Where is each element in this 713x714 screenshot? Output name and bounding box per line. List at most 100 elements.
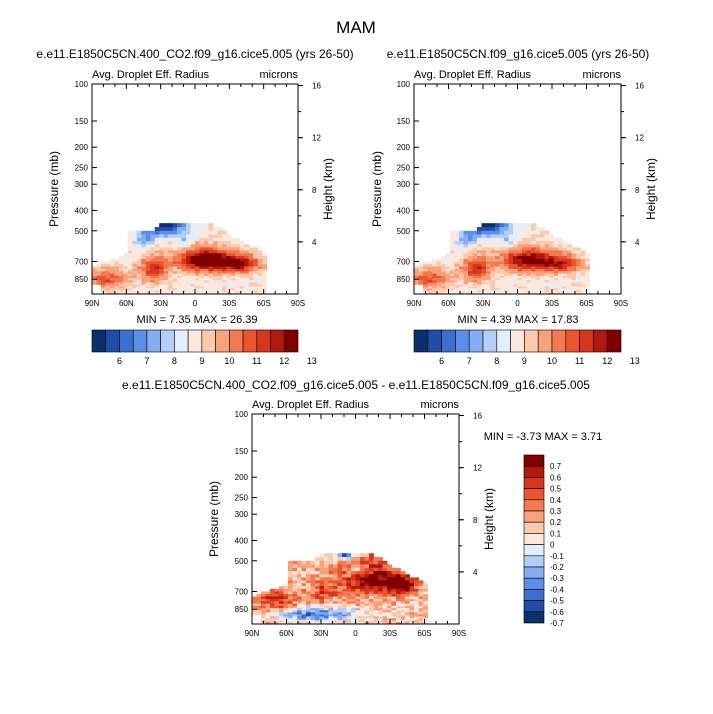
heatmap-cell	[490, 284, 496, 287]
heatmap-cell	[163, 223, 169, 228]
heatmap-cell	[558, 290, 563, 293]
heatmap-cell	[244, 244, 250, 248]
heatmap-cell	[585, 261, 590, 265]
heatmap-cell	[283, 601, 289, 605]
heatmap-cell	[328, 588, 334, 592]
heatmap-cell	[531, 234, 536, 239]
heatmap-cell	[342, 596, 347, 600]
heatmap-cell	[114, 273, 120, 277]
heatmap-cell	[262, 278, 268, 281]
heatmap-cell	[319, 567, 325, 572]
heatmap-cell	[181, 282, 187, 285]
heatmap-cell	[123, 286, 129, 289]
heatmap-cell	[513, 290, 518, 293]
heatmap-cell	[360, 610, 365, 613]
heatmap-cell	[360, 594, 365, 597]
heatmap-cell	[306, 608, 311, 611]
heatmap-cell	[118, 292, 124, 295]
heatmap-cell	[203, 280, 209, 283]
heatmap-cell	[186, 227, 191, 232]
heatmap-cell	[235, 266, 241, 270]
heatmap-cell	[306, 594, 311, 597]
heatmap-cell	[535, 237, 541, 242]
heatmap-cell	[297, 591, 302, 595]
heatmap-cell	[181, 223, 187, 228]
y-tick-label: 200	[397, 143, 411, 152]
heatmap-cell	[248, 261, 254, 265]
heatmap-cell	[364, 612, 370, 615]
heatmap-cell	[221, 268, 227, 272]
heatmap-cell	[400, 622, 406, 625]
heatmap-cell	[190, 286, 196, 289]
heatmap-cell	[558, 256, 563, 260]
heatmap-cell	[553, 256, 559, 260]
heatmap-cell	[274, 618, 280, 621]
heatmap-cell	[576, 292, 581, 295]
heatmap-cell	[248, 284, 254, 287]
heatmap-cell	[333, 620, 338, 623]
heatmap-cell	[181, 234, 187, 239]
heatmap-cell	[364, 588, 370, 592]
heatmap-cell	[472, 261, 478, 265]
heatmap-cell	[351, 622, 356, 625]
heatmap-cell	[270, 612, 275, 615]
heatmap-cell	[387, 622, 392, 625]
heatmap-cell	[504, 284, 509, 287]
heatmap-cell	[459, 280, 464, 283]
heatmap-cell	[190, 230, 196, 235]
heatmap-cell	[414, 596, 419, 600]
heatmap-cell	[522, 264, 527, 267]
heatmap-cell	[508, 258, 514, 262]
heatmap-cell	[531, 247, 536, 251]
heatmap-cell	[127, 250, 133, 254]
heatmap-cell	[535, 278, 541, 281]
heatmap-cell	[212, 244, 218, 248]
heatmap-cell	[580, 290, 586, 293]
heatmap-cell	[217, 282, 223, 285]
heatmap-cell	[127, 266, 133, 270]
heatmap-cell	[172, 234, 178, 239]
heatmap-cell	[499, 268, 505, 272]
heatmap-cell	[513, 253, 518, 257]
heatmap-cell	[436, 286, 442, 289]
heatmap-cell	[105, 280, 111, 283]
heatmap-cell	[396, 577, 401, 581]
heatmap-cell	[369, 610, 374, 613]
heatmap-cell	[463, 253, 469, 257]
heatmap-cell	[405, 588, 410, 592]
heatmap-cell	[562, 258, 568, 262]
heatmap-cell	[239, 273, 245, 277]
heatmap-cell	[468, 258, 473, 262]
heatmap-cell	[288, 605, 293, 609]
heatmap-cell	[172, 227, 178, 232]
heatmap-cell	[145, 284, 151, 287]
heatmap-cell	[490, 237, 496, 242]
heatmap-cell	[486, 290, 491, 293]
heatmap-cell	[118, 261, 124, 265]
heatmap-cell	[342, 603, 347, 607]
heatmap-cell	[132, 258, 138, 262]
heatmap-cell	[504, 275, 509, 279]
heatmap-cell	[495, 244, 500, 248]
heatmap-cell	[96, 275, 102, 279]
heatmap-cell	[544, 237, 550, 242]
heatmap-cell	[522, 278, 527, 281]
heatmap-cell	[324, 560, 329, 565]
y-axis-label: Pressure (mb)	[47, 151, 61, 227]
heatmap-cell	[105, 273, 111, 277]
heatmap-cell	[306, 598, 311, 602]
heatmap-cell	[535, 253, 541, 257]
heatmap-cell	[409, 586, 415, 590]
heatmap-cell	[239, 284, 245, 287]
heatmap-cell	[517, 273, 523, 277]
heatmap-cell	[257, 275, 263, 279]
heatmap-cell	[96, 282, 102, 285]
heatmap-cell	[301, 571, 307, 575]
heatmap-cell	[265, 622, 271, 625]
heatmap-cell	[562, 280, 568, 283]
heatmap-cell	[261, 594, 266, 597]
heatmap-cell	[391, 610, 397, 613]
colorbar-swatch	[523, 611, 545, 624]
heatmap-cell	[315, 588, 320, 592]
heatmap-cell	[544, 280, 550, 283]
